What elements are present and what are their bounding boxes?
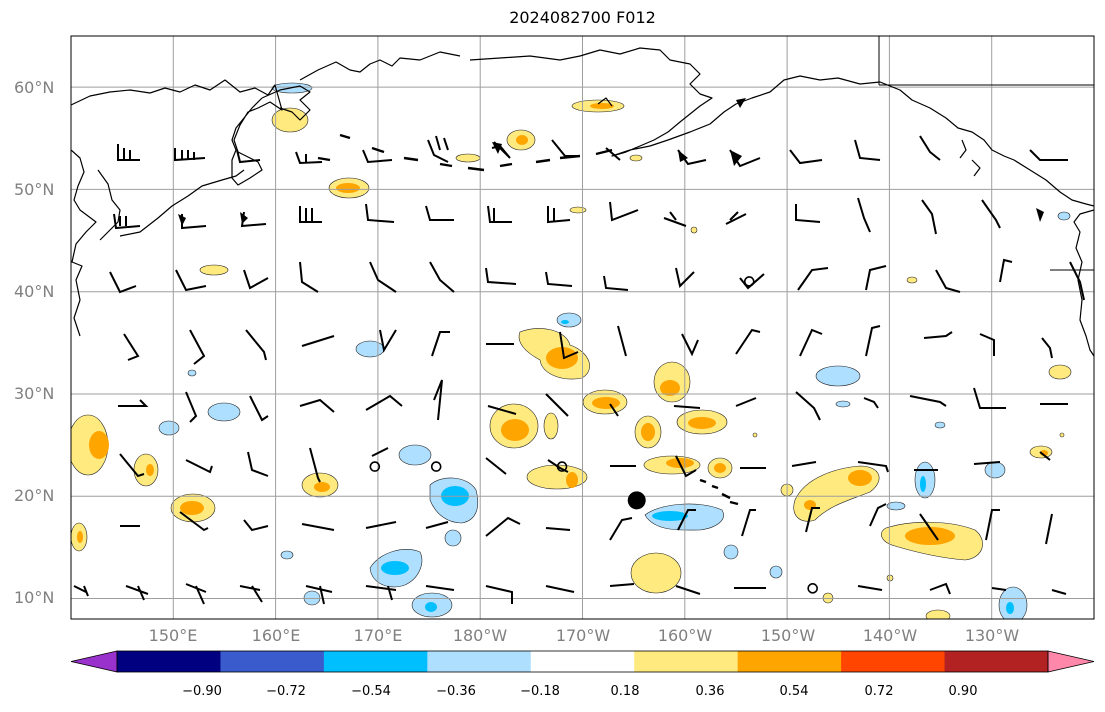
lon-label-180w: 180°W [452, 626, 508, 645]
coastlines [71, 47, 1094, 506]
colorbar-segment [117, 651, 221, 672]
lat-label-10n: 10°N [14, 588, 55, 607]
colorbar-segment [323, 651, 428, 672]
colorbar-tick: −0.36 [436, 684, 476, 699]
calm-wind-circles [369, 276, 818, 594]
calm-wind-circle [743, 276, 755, 287]
lon-label-170e: 170°E [353, 626, 403, 645]
colorbar [70, 650, 1095, 673]
colorbar-tick: 0.18 [610, 684, 640, 699]
negative-shading [158, 82, 1071, 619]
colorbar-segment [634, 651, 739, 672]
wind-barbs [73, 135, 1085, 605]
colorbar-tick: 0.90 [948, 684, 978, 699]
colorbar-tick: −0.54 [351, 684, 391, 699]
lon-label-150w: 150°W [760, 626, 816, 645]
colorbar-tick: −0.18 [520, 684, 560, 699]
colorbar-extend-high [1047, 650, 1095, 673]
calm-wind-circle [369, 461, 381, 472]
colorbar-tick: −0.90 [182, 684, 222, 699]
lat-label-20n: 20°N [14, 486, 55, 505]
colorbar-extend-low [70, 650, 118, 673]
political-borders [878, 36, 1094, 271]
calm-wind-circle [430, 461, 442, 472]
lat-label-50n: 50°N [14, 180, 55, 199]
calm-wind-circle [556, 461, 568, 472]
map-frame [70, 35, 1095, 620]
colorbar-segment [220, 651, 325, 672]
map-title: 2024082700 F012 [509, 8, 656, 27]
lon-label-160e: 160°E [251, 626, 301, 645]
colorbar-tick: 0.36 [695, 684, 725, 699]
lon-label-160w: 160°W [657, 626, 713, 645]
colorbar-tick: 0.54 [779, 684, 809, 699]
lon-label-170w: 170°W [555, 626, 611, 645]
colorbar-segment [841, 651, 946, 672]
colorbar-segment [737, 651, 842, 672]
lon-label-130w: 130°W [964, 626, 1020, 645]
colorbar-tick: −0.72 [266, 684, 306, 699]
lat-label-40n: 40°N [14, 282, 55, 301]
colorbar-segment [427, 651, 532, 672]
colorbar-segment [530, 651, 635, 672]
colorbar-segment [944, 651, 1049, 672]
wind-flags [178, 98, 1044, 226]
lon-label-150e: 150°E [148, 626, 198, 645]
lon-label-140w: 140°W [862, 626, 918, 645]
colorbar-tick: 0.72 [864, 684, 894, 699]
location-marker [627, 491, 646, 510]
colorbar-outline [116, 650, 1049, 673]
lat-label-60n: 60°N [14, 78, 55, 97]
calm-wind-circle [807, 583, 818, 594]
lat-label-30n: 30°N [14, 384, 55, 403]
anomaly-shading [71, 82, 1072, 619]
map-gridlines [71, 36, 1094, 619]
